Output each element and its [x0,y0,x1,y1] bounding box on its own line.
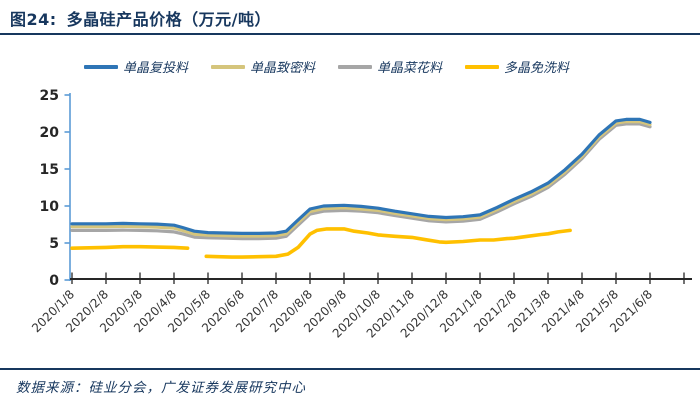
y-tick-label: 0 [49,273,59,289]
x-axis: 2020/1/82020/2/82020/3/82020/4/82020/5/8… [29,272,692,341]
legend-item-mono-dense: 单晶致密料 [211,57,315,76]
legend-swatch-mono-cauliflower [338,64,373,69]
series-line-mono-cauliflower [70,122,652,241]
y-axis: 0 5 10 15 20 25 [40,88,71,289]
legend-label-mono-recharge: 单晶复投料 [123,61,189,76]
series-line-poly-no-wash [70,244,190,250]
y-tick-label: 10 [40,199,60,215]
figure-label: 图24: [10,10,57,29]
footer-divider [0,368,700,370]
y-tick-label: 5 [49,236,59,252]
y-tick-label: 25 [40,88,59,104]
legend-swatch-poly-no-wash [465,64,500,69]
figure-title: 图24: 多晶硅产品价格（万元/吨） [10,6,271,30]
series-poly-no-wash [70,227,572,259]
series-mono-recharge [70,117,652,235]
y-tick-label: 20 [40,125,60,141]
figure-title-text: 多晶硅产品价格（万元/吨） [66,10,272,29]
legend-label-poly-no-wash: 多晶免洗料 [504,61,570,76]
chart-legend: 单晶复投料 单晶致密料 单晶菜花料 多晶免洗料 [84,57,569,76]
legend-item-poly-no-wash: 多晶免洗料 [465,57,569,76]
data-source: 数据来源：硅业分会，广发证券发展研究中心 [16,380,306,396]
series-line-mono-recharge [70,117,652,235]
y-tick-label: 15 [40,162,59,178]
legend-item-mono-recharge: 单晶复投料 [84,57,188,76]
legend-label-mono-dense: 单晶致密料 [250,61,316,76]
series-mono-dense [70,119,652,238]
legend-swatch-mono-recharge [84,64,118,69]
legend-item-mono-cauliflower: 单晶菜花料 [338,57,442,76]
series-mono-cauliflower [70,122,652,241]
series-line-poly-no-wash [204,227,572,259]
legend-swatch-mono-dense [211,64,246,69]
legend-label-mono-cauliflower: 单晶菜花料 [377,61,443,76]
series-line-mono-dense [70,119,652,238]
title-divider [0,33,700,35]
